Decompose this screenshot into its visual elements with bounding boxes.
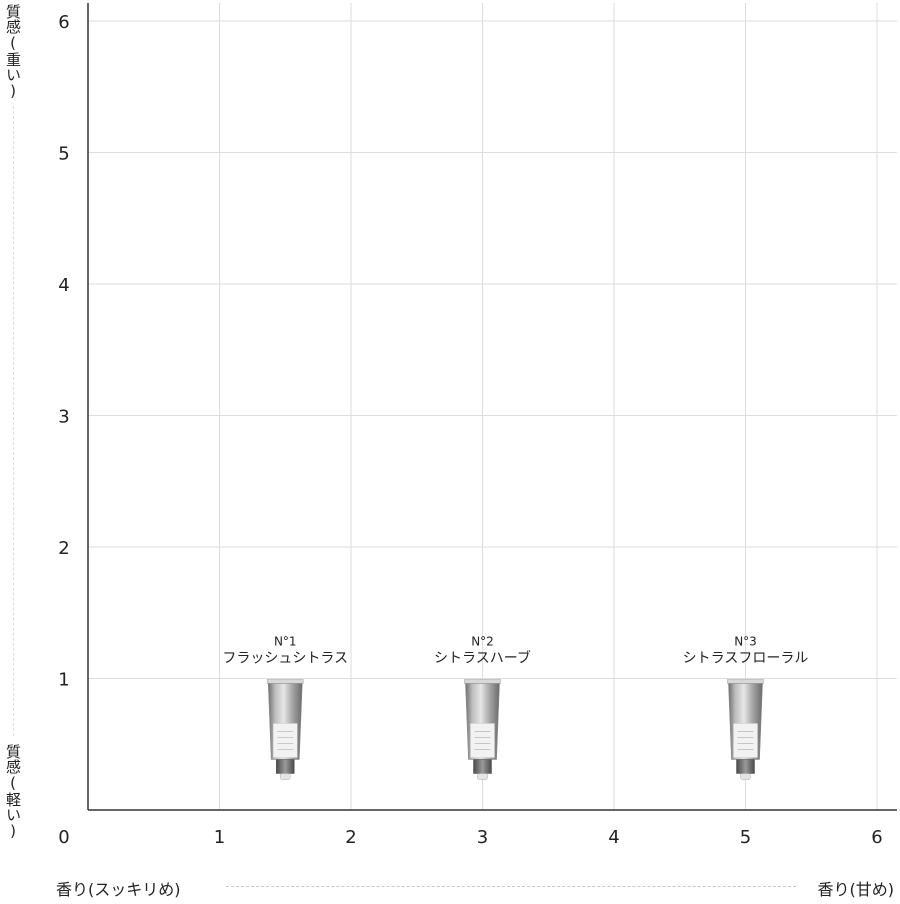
x-axis-guide-line [226,886,796,887]
x-tick-label: 6 [871,827,882,848]
data-point-1: N°1 フラッシュシトラス [222,635,348,780]
tube-label-band [733,723,758,758]
tube-crimp [266,679,304,684]
tube-crimp [727,679,764,684]
point-name-label: シトラスフローラル [683,651,809,667]
y-tick-label: 6 [58,12,69,33]
tube-label-band [470,723,495,758]
x-tick-label: 2 [345,827,356,848]
y-axis-guide-line [13,106,14,736]
tube-crimp [464,679,501,684]
tube-cap [736,759,755,774]
data-point-3: N°3 シトラスフローラル [683,635,809,780]
point-name-label: フラッシュシトラス [222,651,348,667]
tube-nozzle [740,773,751,780]
y-tick-label: 4 [58,275,69,296]
x-tick-label: 0 [58,827,69,848]
y-axis-label-top: 質感(重い) [4,4,22,100]
y-tick-label: 1 [58,670,69,691]
tube-nozzle [280,773,291,780]
tube-label-band [273,723,298,758]
x-tick-label: 5 [740,827,751,848]
x-axis-label-right: 香り(甘め) [817,880,895,899]
y-tick-label: 3 [58,407,69,428]
point-code-label: N°1 [274,635,297,649]
x-tick-label: 4 [608,827,619,848]
y-axis-label-bottom: 質感(軽い) [4,744,22,840]
tube-nozzle [477,773,488,780]
point-code-label: N°3 [734,635,757,649]
x-tick-label: 3 [477,827,488,848]
point-code-label: N°2 [471,635,494,649]
y-tick-label: 2 [58,538,69,559]
x-tick-label: 1 [214,827,225,848]
y-tick-label: 5 [58,144,69,165]
point-name-label: シトラスハーブ [434,650,531,667]
tube-cap [276,759,295,774]
tube-cap [473,759,492,774]
x-axis-label-left: 香り(スッキリめ) [56,880,181,899]
